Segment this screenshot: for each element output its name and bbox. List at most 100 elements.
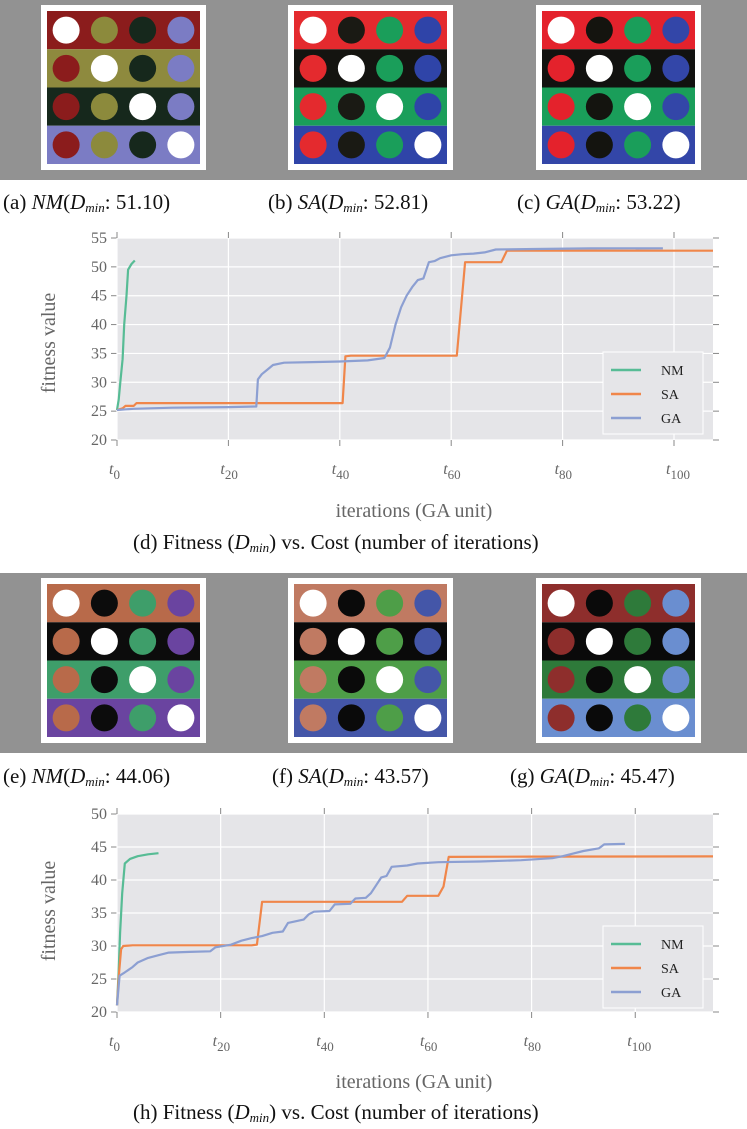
panel-b-circle-2-1 bbox=[299, 54, 327, 82]
panel-g-circle-4-1 bbox=[547, 704, 575, 732]
panel-b-circle-3-2 bbox=[337, 93, 365, 121]
chart-h-plot: 20 25 30 35 40 45 50 t0 t20 t40 t60 t80 t100 NM SA GA bbox=[91, 806, 719, 1054]
legend-label-nm: NM bbox=[661, 364, 684, 379]
series-ga-line bbox=[115, 842, 625, 1006]
caption-e: (e) NM(Dmin: 44.06) bbox=[3, 764, 171, 789]
panel-e-circle-3-3 bbox=[129, 666, 157, 694]
panel-g-circle-4-2 bbox=[585, 704, 613, 732]
panel-g-image bbox=[536, 578, 701, 743]
chart-h-xtick-label: t20 bbox=[213, 1033, 230, 1054]
panel-e-circle-4-2 bbox=[90, 704, 118, 732]
chart-d-ytick-label: 25 bbox=[91, 403, 107, 420]
chart-d-plot: 20 25 30 35 40 45 50 55 t0 t20 t40 t60 t80 t100 NM SA GA bbox=[91, 230, 719, 482]
panel-c-grid bbox=[536, 5, 701, 170]
panel-b-grid bbox=[288, 5, 453, 170]
caption-f: (f) SA(Dmin: 43.57) bbox=[272, 764, 429, 789]
panel-c-circle-4-2 bbox=[585, 131, 613, 159]
chart-d-xtick-label: t40 bbox=[332, 461, 349, 482]
panel-a-circle-1-2 bbox=[90, 16, 118, 44]
chart-d-ytick-label: 50 bbox=[91, 259, 107, 276]
panel-g-circle-3-2 bbox=[585, 666, 613, 694]
panel-c-circle-4-3 bbox=[624, 131, 652, 159]
panel-a-image bbox=[41, 5, 206, 170]
chart-h-ytick-label: 35 bbox=[91, 905, 107, 922]
panel-b-circle-4-4 bbox=[414, 131, 442, 159]
panel-c-circle-2-2 bbox=[585, 54, 613, 82]
panel-g-circle-2-2 bbox=[585, 627, 613, 655]
chart-d-xtick-label: t0 bbox=[109, 461, 120, 482]
panel-a-circle-2-2 bbox=[90, 54, 118, 82]
panel-g-circle-2-1 bbox=[547, 627, 575, 655]
panel-c-circle-3-4 bbox=[662, 93, 690, 121]
chart-d-xtick-label: t20 bbox=[220, 461, 237, 482]
chart-d-ytick-label: 40 bbox=[91, 317, 107, 334]
panel-e-circle-3-1 bbox=[52, 666, 80, 694]
panel-f-circle-1-2 bbox=[337, 589, 365, 617]
chart-h-xtick-label: t40 bbox=[316, 1033, 333, 1054]
panel-a-circle-4-3 bbox=[129, 131, 157, 159]
panel-e-circle-1-4 bbox=[167, 589, 195, 617]
panel-e-circle-3-4 bbox=[167, 666, 195, 694]
panel-a-circle-4-4 bbox=[167, 131, 195, 159]
series-nm-line bbox=[115, 259, 136, 411]
chart-h-xtick-label: t80 bbox=[524, 1033, 541, 1054]
panel-c-circle-1-2 bbox=[585, 16, 613, 44]
chart-d-ytick-label: 30 bbox=[91, 374, 107, 391]
chart-h-xtick-label: t100 bbox=[627, 1033, 651, 1054]
panel-g-circle-4-3 bbox=[624, 704, 652, 732]
panel-f-circle-3-3 bbox=[376, 666, 404, 694]
panel-e-circle-1-3 bbox=[129, 589, 157, 617]
panel-g-circle-1-1 bbox=[547, 589, 575, 617]
panel-a-circle-4-2 bbox=[90, 131, 118, 159]
chart-h-ytick-label: 45 bbox=[91, 839, 107, 856]
panel-c-circle-4-1 bbox=[547, 131, 575, 159]
panel-e-circle-3-2 bbox=[90, 666, 118, 694]
panel-a-circle-1-1 bbox=[52, 16, 80, 44]
fitness-chart-h: 20 25 30 35 40 45 50 t0 t20 t40 t60 t80 t100 NM SA GA i… bbox=[0, 798, 747, 1096]
panel-e-circle-2-2 bbox=[90, 627, 118, 655]
chart-d-ylabel: fitness value bbox=[38, 293, 60, 394]
panel-f-circle-4-1 bbox=[299, 704, 327, 732]
chart-h-xtick-label: t60 bbox=[420, 1033, 437, 1054]
panel-f-circle-1-4 bbox=[414, 589, 442, 617]
series-nm-line bbox=[115, 852, 159, 1006]
chart-h-xtick-label: t0 bbox=[109, 1033, 120, 1054]
panel-b-circle-1-4 bbox=[414, 16, 442, 44]
panel-f-circle-2-4 bbox=[414, 627, 442, 655]
panel-f-circle-3-1 bbox=[299, 666, 327, 694]
series-ga-line bbox=[116, 247, 663, 412]
panel-a-circle-1-3 bbox=[129, 16, 157, 44]
legend-label-ga: GA bbox=[661, 412, 682, 427]
legend-label-sa: SA bbox=[661, 388, 680, 403]
panel-e-circle-2-1 bbox=[52, 627, 80, 655]
chart-h-ytick-label: 50 bbox=[91, 806, 107, 823]
panel-b-circle-3-4 bbox=[414, 93, 442, 121]
caption-a: (a) NM(Dmin: 51.10) bbox=[3, 190, 171, 215]
panel-g-circle-2-4 bbox=[662, 627, 690, 655]
panel-c-circle-2-4 bbox=[662, 54, 690, 82]
panel-a-grid bbox=[41, 5, 206, 170]
panel-f-circle-3-4 bbox=[414, 666, 442, 694]
panel-f-circle-4-2 bbox=[337, 704, 365, 732]
series-sa-line bbox=[116, 249, 713, 412]
panel-c-circle-2-3 bbox=[624, 54, 652, 82]
caption-g: (g) GA(Dmin: 45.47) bbox=[510, 764, 675, 789]
panel-b-circle-4-2 bbox=[337, 131, 365, 159]
caption-b: (b) SA(Dmin: 52.81) bbox=[268, 190, 429, 215]
panel-e-circle-4-4 bbox=[167, 704, 195, 732]
panel-b-circle-2-3 bbox=[376, 54, 404, 82]
panel-a-circle-2-3 bbox=[129, 54, 157, 82]
panel-g-circle-3-4 bbox=[662, 666, 690, 694]
panel-e-circle-2-3 bbox=[129, 627, 157, 655]
panel-a-circle-3-1 bbox=[52, 93, 80, 121]
panel-c-circle-3-3 bbox=[624, 93, 652, 121]
panel-e-image bbox=[41, 578, 206, 743]
legend-label-ga: GA bbox=[661, 986, 682, 1001]
panel-c-circle-3-1 bbox=[547, 93, 575, 121]
chart-h-ytick-label: 30 bbox=[91, 938, 107, 955]
panel-g-circle-3-3 bbox=[624, 666, 652, 694]
panel-f-image bbox=[288, 578, 453, 743]
panel-f-circle-4-4 bbox=[414, 704, 442, 732]
panel-b-circle-2-4 bbox=[414, 54, 442, 82]
panel-g-circle-4-4 bbox=[662, 704, 690, 732]
